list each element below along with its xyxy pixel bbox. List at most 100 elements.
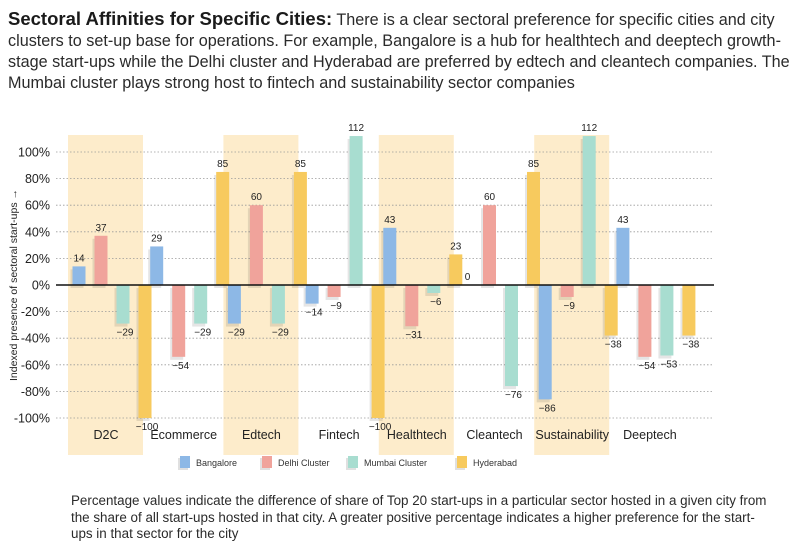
data-label: 0 [465, 272, 471, 283]
data-label: −86 [539, 403, 556, 414]
data-label: 112 [581, 123, 597, 134]
data-label: 43 [617, 215, 629, 226]
bar-bangalore-ecommerce [150, 246, 164, 285]
data-label: 14 [73, 253, 85, 264]
bar-mumbai-cluster-d2c [116, 285, 130, 324]
data-label: 112 [348, 123, 364, 134]
y-tick-label: 60% [25, 199, 50, 213]
bar-bangalore-deeptech [616, 227, 630, 285]
legend-item: Bangalore [178, 456, 237, 470]
x-tick-label: Cleantech [466, 428, 522, 442]
legend-swatch [262, 456, 272, 468]
x-tick-label: Healthtech [387, 428, 447, 442]
data-label: −29 [272, 328, 289, 339]
bar-hyderabad-edtech [293, 171, 307, 285]
y-tick-label: 0% [32, 279, 50, 293]
legend-item: Hyderabad [455, 456, 517, 470]
y-tick-label: 100% [18, 146, 50, 160]
data-label: 85 [528, 159, 540, 170]
bars [70, 136, 696, 421]
data-label: −31 [405, 330, 422, 341]
legend-swatch [348, 456, 358, 468]
x-tick-label: Ecommerce [150, 428, 217, 442]
x-tick-label: Fintech [319, 428, 360, 442]
y-tick-label: -80% [21, 385, 50, 399]
legend-item: Mumbai Cluster [346, 456, 427, 470]
bar-bangalore-d2c [72, 266, 86, 285]
data-label: −29 [228, 328, 245, 339]
data-label: −100 [136, 422, 159, 433]
bar-hyderabad-healthtech [449, 254, 463, 285]
data-label: −6 [430, 297, 442, 308]
header-paragraph: Sectoral Affinities for Specific Cities:… [8, 8, 798, 94]
bar-bangalore-sustainability [538, 285, 552, 400]
data-label: 29 [151, 233, 163, 244]
bar-hyderabad-cleantech [527, 171, 540, 285]
bar-bangalore-fintech [305, 285, 319, 304]
x-tick-label: Edtech [242, 428, 281, 442]
header-title: Sectoral Affinities for Specific Cities: [8, 8, 333, 29]
bar-hyderabad-ecommerce [216, 171, 230, 285]
bar-mumbai-cluster-sustainability [582, 136, 596, 285]
bar-mumbai-cluster-healthtech [427, 285, 441, 293]
data-label: 60 [251, 192, 263, 203]
bar-bangalore-healthtech [383, 227, 397, 285]
bar-delhi-cluster-healthtech [405, 285, 419, 327]
data-label: 43 [384, 215, 396, 226]
bar-mumbai-cluster-cleantech [505, 285, 518, 387]
x-tick-label: D2C [93, 428, 118, 442]
data-label: −38 [682, 340, 699, 351]
x-tick-label: Sustainability [535, 428, 609, 442]
y-tick-label: 20% [25, 252, 50, 266]
y-tick-label: -20% [21, 305, 50, 319]
y-tick-label: -40% [21, 332, 50, 346]
y-tick-label: -100% [14, 412, 50, 426]
bar-hyderabad-sustainability [604, 285, 618, 336]
bar-delhi-cluster-ecommerce [172, 285, 186, 357]
bar-mumbai-cluster-deeptech [660, 285, 674, 356]
bar-hyderabad-deeptech [682, 285, 696, 336]
x-tick-label: Deeptech [623, 428, 677, 442]
data-label: −9 [330, 301, 342, 312]
data-label: −54 [638, 361, 655, 372]
data-label: −14 [306, 308, 323, 319]
bar-delhi-cluster-cleantech [483, 205, 496, 285]
bar-mumbai-cluster-edtech [271, 285, 285, 324]
bar-hyderabad-fintech [371, 285, 385, 418]
category-band [68, 135, 143, 455]
data-label: −53 [660, 359, 677, 370]
bar-mumbai-cluster-fintech [349, 136, 363, 285]
y-tick-label: 80% [25, 172, 50, 186]
bar-delhi-cluster-fintech [327, 285, 341, 297]
legend-swatch [180, 456, 190, 468]
y-axis-label: Indexed presence of sectoral start-ups → [8, 189, 20, 381]
y-axis-ticks: 100% 80% 60% 40% 20% 0% -20% -40% -60% -80% -100% [14, 146, 50, 426]
bar-hyderabad-d2c [138, 285, 152, 418]
data-label: −38 [605, 340, 622, 351]
legend-label: Hyderabad [473, 458, 517, 468]
data-label: −54 [172, 361, 189, 372]
y-tick-label: -60% [21, 358, 50, 372]
legend: Bangalore Delhi Cluster Mumbai Cluster Hyde… [178, 456, 517, 470]
data-label: 37 [95, 223, 107, 234]
legend-label: Delhi Cluster [278, 458, 330, 468]
legend-swatch [457, 456, 467, 468]
bar-mumbai-cluster-ecommerce [194, 285, 208, 324]
data-label: −9 [563, 301, 575, 312]
data-label: 85 [295, 159, 307, 170]
data-label: 85 [217, 159, 229, 170]
bar-delhi-cluster-deeptech [638, 285, 652, 357]
data-label: −76 [505, 390, 522, 401]
legend-item: Delhi Cluster [260, 456, 330, 470]
bar-chart: 100%80%60%40%20%0%-20%-40%-60%-80%-100% … [8, 123, 714, 470]
x-axis-labels: D2C Ecommerce Edtech Fintech Healthtech Clean… [93, 428, 676, 442]
data-label: 60 [484, 192, 496, 203]
bar-delhi-cluster-sustainability [560, 285, 574, 297]
data-label: −29 [117, 328, 134, 339]
header-body: There is a clear sectoral preference for… [8, 11, 790, 92]
footnote: Percentage values indicate the differenc… [71, 493, 767, 541]
legend-label: Mumbai Cluster [364, 458, 427, 468]
y-tick-label: 40% [25, 225, 50, 239]
bar-delhi-cluster-d2c [94, 235, 108, 285]
bar-delhi-cluster-edtech [249, 205, 263, 285]
